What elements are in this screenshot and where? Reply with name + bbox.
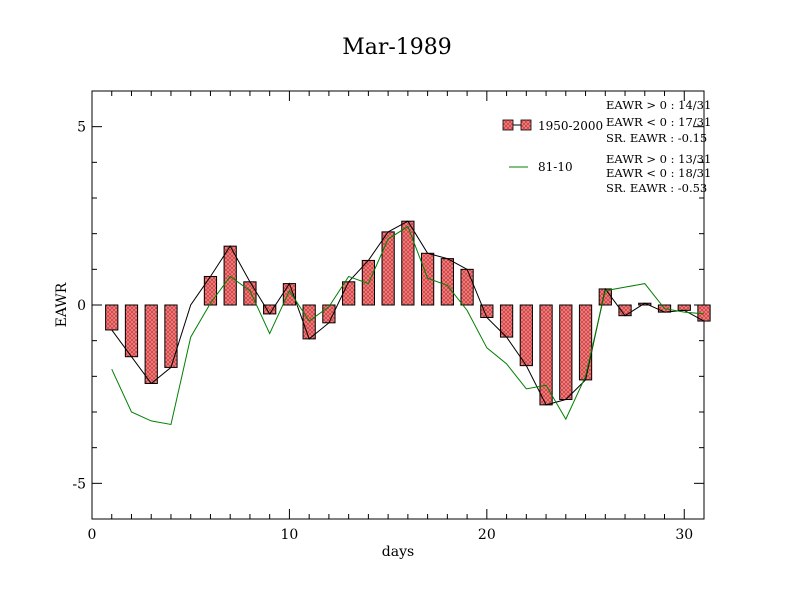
bar: [460, 268, 474, 306]
series-line-81-10: [111, 225, 705, 426]
bar: [420, 252, 435, 306]
bar: [519, 304, 533, 367]
bar-series: [105, 220, 711, 406]
y-tick-label: 0: [77, 298, 86, 314]
legend-swatch-1950-2000-right: [520, 119, 532, 131]
x-tick-label: 20: [478, 527, 496, 543]
bar: [401, 220, 415, 306]
bar: [124, 304, 139, 358]
line-series: [111, 225, 705, 426]
axes: 0 10 20 30 -5 0 5: [72, 90, 705, 543]
bar: [539, 304, 553, 406]
bar: [440, 258, 454, 306]
x-tick-label: 30: [675, 527, 693, 543]
legend: 1950-2000 81-10: [502, 119, 603, 174]
legend-swatch-1950-2000-left: [502, 119, 514, 131]
stat-81-10-positive: EAWR > 0 : 13/31: [606, 152, 711, 166]
x-tick-label: 10: [281, 527, 299, 543]
x-axis-label: days: [382, 544, 414, 560]
y-axis-label: EAWR: [54, 282, 70, 327]
chart-title: Mar-1989: [342, 35, 452, 60]
bar: [559, 304, 573, 401]
bar: [578, 304, 593, 381]
stat-1950-2000-positive: EAWR > 0 : 14/31: [606, 98, 711, 112]
bar: [302, 304, 316, 340]
bar: [381, 231, 395, 306]
legend-label-81-10: 81-10: [538, 160, 573, 174]
stat-1950-2000-sr: SR. EAWR : -0.15: [606, 131, 707, 145]
x-tick-label: 0: [88, 527, 97, 543]
stat-1950-2000-negative: EAWR < 0 : 17/31: [606, 115, 711, 129]
stat-81-10-sr: SR. EAWR : -0.53: [606, 181, 707, 195]
bar: [677, 304, 691, 311]
legend-label-1950-2000: 1950-2000: [538, 119, 603, 133]
stat-81-10-negative: EAWR < 0 : 18/31: [606, 166, 711, 180]
bar: [164, 304, 178, 368]
y-tick-label: 5: [77, 120, 86, 136]
bar: [243, 281, 257, 306]
bar: [105, 304, 119, 331]
bar: [203, 275, 218, 306]
bar-series-line: [111, 220, 705, 406]
bar: [144, 304, 158, 384]
stats-annotations: EAWR > 0 : 14/31 EAWR < 0 : 17/31 SR. EA…: [606, 98, 711, 195]
bar: [342, 281, 356, 306]
bar: [223, 245, 237, 306]
y-tick-label: -5: [72, 476, 86, 492]
